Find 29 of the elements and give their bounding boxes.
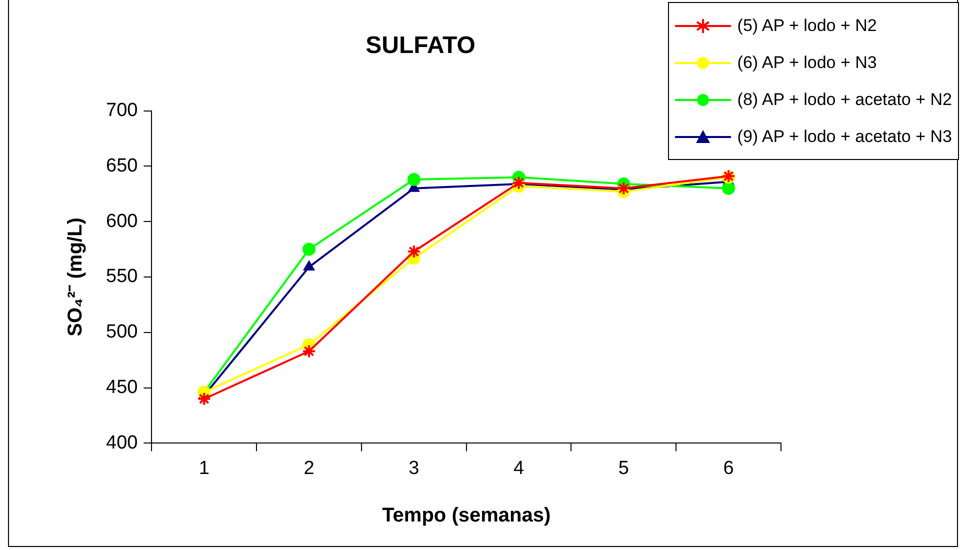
- y-tick-label: 450: [106, 377, 138, 398]
- legend-label: (5) AP + lodo + N2: [737, 16, 877, 36]
- legend-label: (6) AP + lodo + N3: [737, 52, 877, 72]
- point: [512, 176, 526, 190]
- y-tick-label: 550: [106, 266, 138, 288]
- y-tick-label: 500: [106, 322, 138, 343]
- point: [302, 344, 316, 358]
- y-tick-label: 600: [106, 210, 138, 232]
- x-tick-label: 4: [514, 458, 525, 479]
- point: [407, 172, 420, 186]
- legend-label: (9) AP + lodo + acetato + N3: [737, 126, 952, 146]
- y-tick-label: 650: [106, 155, 138, 176]
- point: [406, 244, 421, 259]
- chart-title: SULFATO: [366, 32, 476, 60]
- y-tick-label: 700: [106, 100, 138, 122]
- point: [722, 182, 736, 195]
- x-tick-label: 3: [408, 458, 420, 479]
- x-tick-label: 1: [198, 458, 210, 479]
- x-tick-label: 6: [723, 458, 734, 479]
- legend-label: (8) AP + lodo + acetato + N2: [737, 90, 952, 110]
- x-tick-label: 5: [618, 458, 629, 479]
- point: [303, 260, 315, 271]
- x-axis-title: Tempo (semanas): [382, 504, 551, 527]
- y-tick-label: 400: [106, 432, 138, 454]
- point: [197, 392, 212, 406]
- x-tick-label: 2: [304, 458, 314, 479]
- point: [616, 181, 631, 196]
- y-axis-title: SO₄²⁻ (mg/L): [64, 218, 87, 336]
- point: [302, 242, 316, 256]
